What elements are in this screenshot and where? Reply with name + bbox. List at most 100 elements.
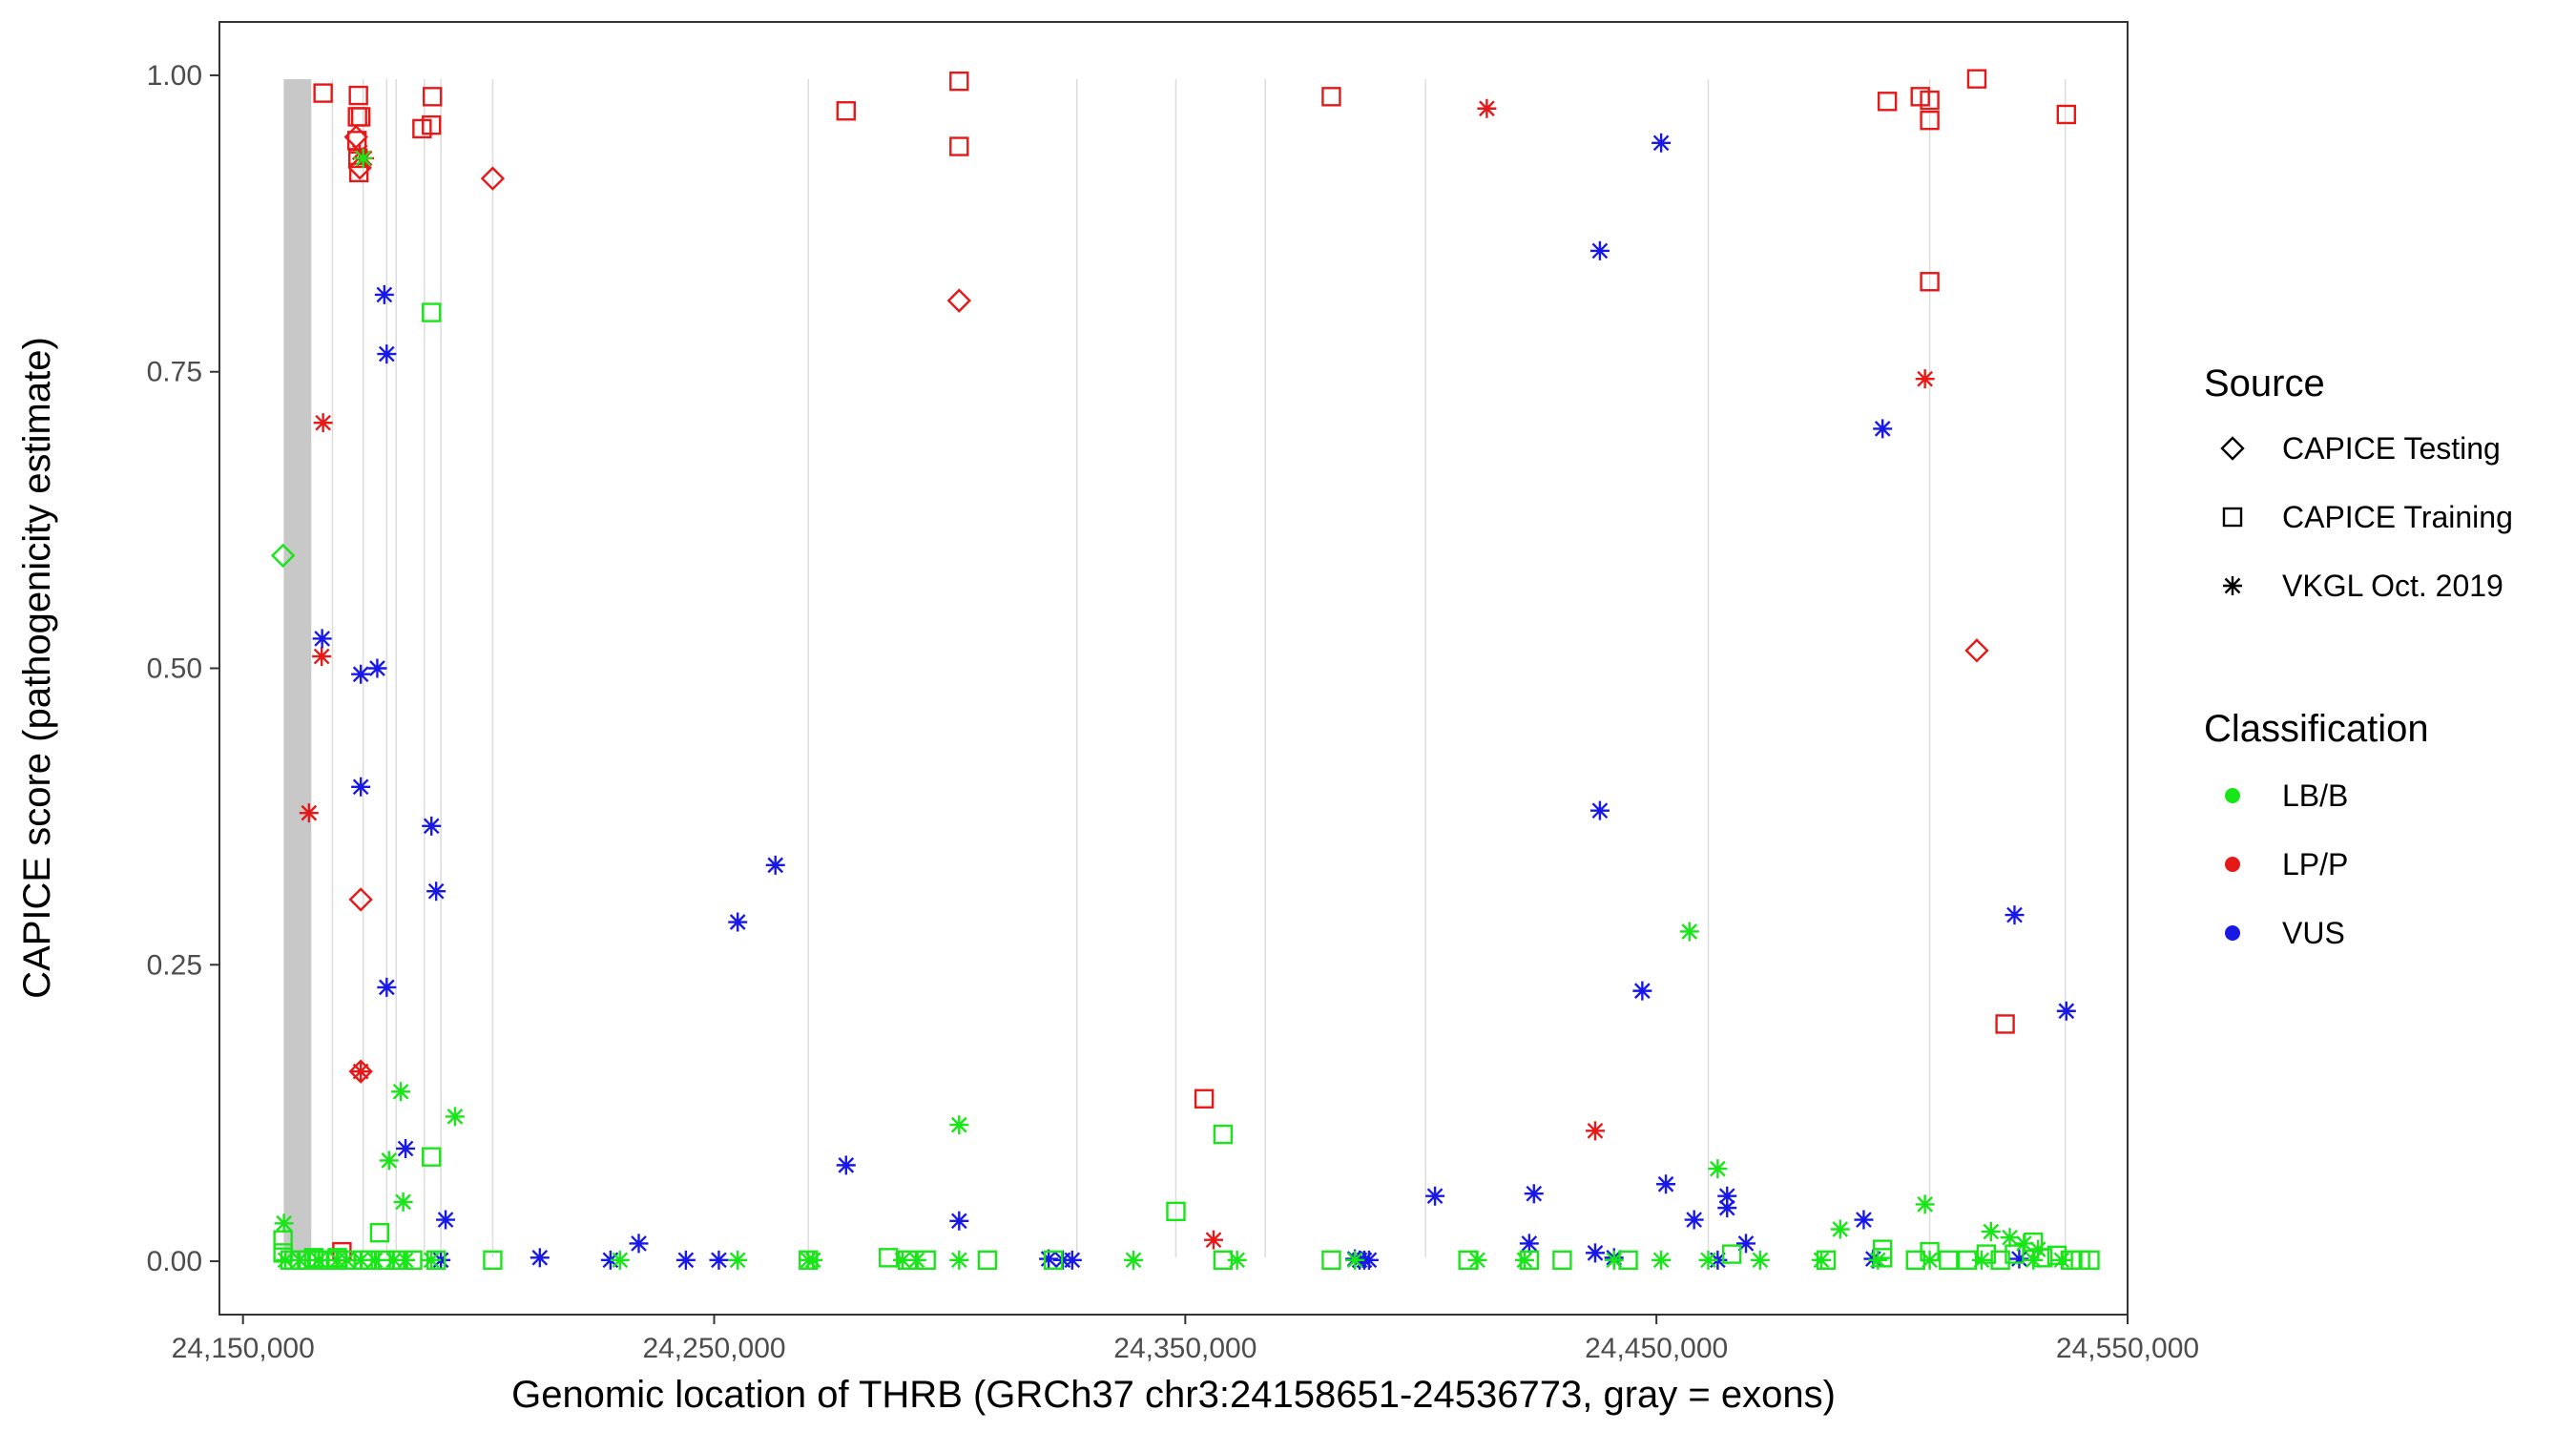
data-point (1589, 240, 1610, 260)
data-point (1920, 90, 1940, 111)
data-point (1995, 1014, 2015, 1034)
data-point (348, 85, 368, 106)
data-point (949, 136, 969, 156)
data-point (350, 107, 371, 127)
exon-layer (283, 79, 2067, 1257)
data-point (313, 413, 333, 433)
data-point (2056, 104, 2077, 125)
x-tick-label: 24,550,000 (2056, 1333, 2199, 1364)
data-point (897, 1250, 918, 1271)
data-point (1721, 1244, 1742, 1264)
data-point (1227, 1250, 1247, 1270)
data-point (374, 284, 394, 304)
data-point (893, 1250, 913, 1270)
data-point (303, 1248, 323, 1268)
data-point (1604, 1250, 1624, 1270)
legend-classification-title: Classification (2204, 708, 2429, 750)
data-point (393, 1192, 413, 1212)
data-point (1812, 1250, 1832, 1270)
data-point (1877, 92, 1898, 112)
legend-source-label: VKGL Oct. 2019 (2282, 569, 2503, 603)
y-axis: 0.00 0.25 0.50 0.75 1.00 (147, 60, 219, 1277)
data-point (949, 1250, 969, 1270)
data-point (1345, 1250, 1365, 1270)
legend-class-items: LB/B LP/P VUS (2225, 778, 2348, 950)
data-point (1990, 1250, 2010, 1271)
data-point (1717, 1186, 1737, 1206)
data-point (1425, 1186, 1445, 1206)
data-point (1976, 1244, 1997, 1264)
data-point (1964, 638, 1989, 663)
data-point (1920, 1241, 1940, 1262)
data-point (1873, 1248, 1893, 1268)
exon-band (283, 79, 312, 1257)
data-point (348, 887, 373, 912)
data-point (1854, 1210, 1874, 1230)
data-point (1618, 1250, 1638, 1271)
data-point (374, 1250, 395, 1271)
data-point (949, 71, 969, 92)
data-point (377, 344, 397, 364)
data-point (1736, 1234, 1755, 1254)
data-point (426, 881, 447, 902)
data-point (1868, 1250, 1888, 1270)
legend-key-dot (2225, 857, 2240, 872)
data-point (1698, 1250, 1718, 1270)
data-point (426, 1250, 447, 1271)
legend-class-label: LB/B (2282, 778, 2348, 813)
data-point (313, 83, 333, 103)
y-axis-title: CAPICE score (pathogenicity estimate) (16, 337, 58, 999)
data-point (347, 156, 372, 180)
legend-source-items: CAPICE Testing CAPICE Training VKGL Oct. 2… (2220, 431, 2513, 603)
data-point (1830, 1219, 1850, 1239)
legend-source-title: Source (2204, 363, 2325, 404)
data-point (1321, 87, 1341, 107)
data-point (351, 664, 371, 684)
data-point (1652, 1250, 1672, 1270)
data-point (728, 1250, 748, 1270)
data-point (1957, 1250, 1978, 1271)
points-layer (270, 69, 2100, 1271)
data-point (422, 1250, 442, 1270)
data-point (610, 1250, 630, 1270)
data-point (949, 1115, 969, 1135)
data-point (1632, 981, 1652, 1001)
legend-source-label: CAPICE Testing (2282, 431, 2501, 466)
series-capice-testing-lb-b (270, 543, 296, 569)
y-tick-label: 0.50 (147, 653, 202, 685)
data-point (675, 1250, 696, 1270)
legend-class-label: VUS (2282, 916, 2345, 950)
data-point (483, 1250, 503, 1271)
data-point (1981, 1221, 2001, 1241)
data-point (728, 912, 748, 932)
data-point (1477, 98, 1497, 118)
legend-key-diamond (2220, 436, 2245, 461)
y-tick-label: 0.75 (147, 357, 202, 388)
data-point (377, 977, 397, 997)
data-point (403, 1250, 423, 1271)
data-point (1684, 1210, 1704, 1230)
data-point (530, 1248, 550, 1268)
data-point (1708, 1159, 1728, 1179)
data-point (396, 1250, 416, 1270)
data-point (1062, 1250, 1082, 1270)
data-point (353, 148, 373, 168)
data-point (276, 1250, 296, 1270)
data-point (351, 1062, 371, 1082)
data-point (360, 1250, 381, 1271)
data-point (879, 1248, 899, 1268)
data-point (1920, 110, 1940, 131)
series-capice-training-lp-p (313, 69, 2077, 1262)
data-point (1166, 1201, 1186, 1222)
data-point (1524, 1184, 1544, 1204)
data-point (1656, 1174, 1676, 1194)
data-point (312, 647, 332, 667)
legend-key-asterisk (2223, 576, 2242, 595)
data-point (422, 302, 442, 322)
data-point (1939, 1250, 1959, 1271)
data-point (1043, 1250, 1064, 1271)
data-point (1585, 1121, 1605, 1141)
x-axis-title: Genomic location of THRB (GRCh37 chr3:24… (511, 1374, 1836, 1416)
x-tick-label: 24,250,000 (642, 1333, 785, 1364)
